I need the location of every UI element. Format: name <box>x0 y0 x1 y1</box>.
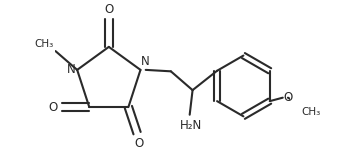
Text: O: O <box>284 91 293 104</box>
Text: O: O <box>48 101 57 114</box>
Text: N: N <box>67 62 76 76</box>
Text: CH₃: CH₃ <box>301 107 320 117</box>
Text: H₂N: H₂N <box>179 119 202 132</box>
Text: CH₃: CH₃ <box>35 39 54 49</box>
Text: N: N <box>141 55 150 68</box>
Text: O: O <box>134 138 143 150</box>
Text: O: O <box>104 3 114 16</box>
